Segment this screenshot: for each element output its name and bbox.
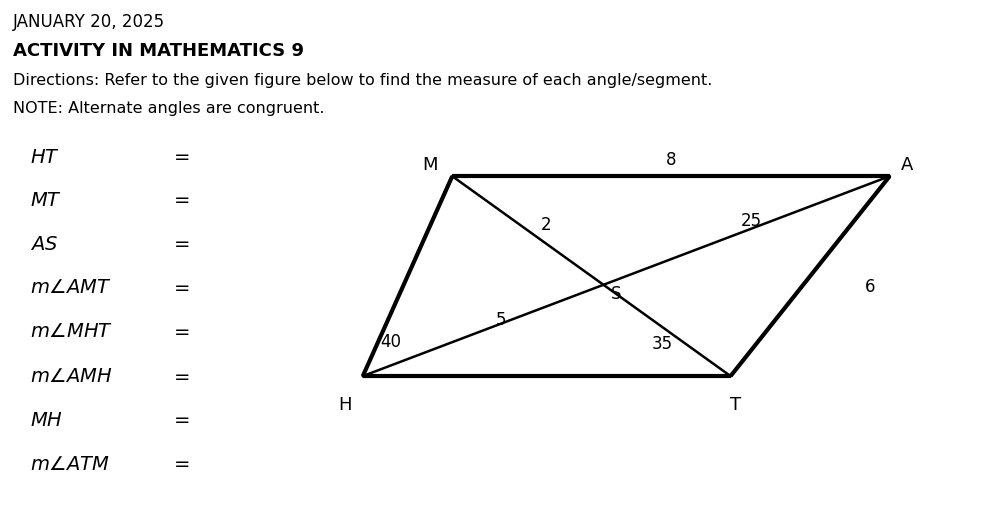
Text: 2: 2: [541, 216, 551, 234]
Text: ACTIVITY IN MATHEMATICS 9: ACTIVITY IN MATHEMATICS 9: [13, 42, 304, 60]
Text: 40: 40: [380, 333, 402, 351]
Text: =: =: [174, 456, 191, 474]
Text: 25: 25: [741, 212, 762, 230]
Text: =: =: [174, 279, 191, 298]
Text: JANUARY 20, 2025: JANUARY 20, 2025: [13, 13, 165, 31]
Text: $m\angle MHT$: $m\angle MHT$: [30, 323, 113, 341]
Text: Directions: Refer to the given figure below to find the measure of each angle/se: Directions: Refer to the given figure be…: [13, 73, 713, 88]
Text: M: M: [422, 156, 438, 174]
Text: =: =: [174, 148, 191, 167]
Text: =: =: [174, 368, 191, 387]
Text: =: =: [174, 191, 191, 210]
Text: 5: 5: [496, 311, 506, 329]
Text: NOTE: Alternate angles are congruent.: NOTE: Alternate angles are congruent.: [13, 101, 324, 116]
Text: H: H: [338, 396, 352, 414]
Text: 8: 8: [666, 151, 676, 169]
Text: A: A: [902, 156, 913, 174]
Text: $m\angle ATM$: $m\angle ATM$: [30, 456, 110, 474]
Text: T: T: [730, 396, 742, 414]
Text: 6: 6: [865, 278, 875, 296]
Text: =: =: [174, 411, 191, 430]
Text: $m\angle AMT$: $m\angle AMT$: [30, 279, 111, 297]
Text: =: =: [174, 235, 191, 254]
Text: $AS$: $AS$: [30, 236, 58, 254]
Text: S: S: [611, 285, 621, 304]
Text: =: =: [174, 323, 191, 342]
Text: $HT$: $HT$: [30, 149, 60, 167]
Text: $MH$: $MH$: [30, 412, 63, 430]
Text: $m\angle AMH$: $m\angle AMH$: [30, 368, 112, 386]
Text: 35: 35: [651, 335, 673, 352]
Text: $MT$: $MT$: [30, 192, 62, 210]
